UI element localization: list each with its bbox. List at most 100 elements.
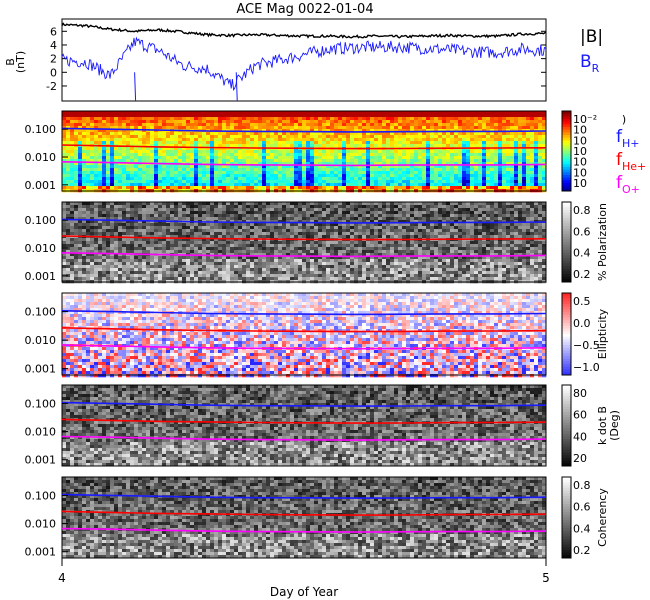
spectrogram-cell [490, 171, 495, 175]
spectrogram-cell [258, 226, 263, 230]
colorbar-step [562, 135, 571, 139]
spectrogram-cell [326, 171, 331, 175]
spectrogram-cell [302, 123, 307, 127]
spectrogram-cell [158, 117, 163, 121]
spectrogram-cell [118, 256, 123, 260]
spectrogram-cell [266, 114, 271, 118]
spectrogram-cell [422, 180, 427, 184]
spectrogram-cell [362, 114, 367, 118]
colorbar-step [562, 167, 571, 171]
spectrogram-cell [82, 156, 87, 160]
spectrogram-cell [306, 165, 311, 169]
spectrogram-cell [274, 159, 279, 163]
spectrogram-cell [62, 214, 67, 218]
spectrogram-cell [534, 183, 539, 187]
spectrogram-cell [114, 171, 119, 175]
spectrogram-cell [338, 150, 343, 154]
spectrogram-cell [302, 156, 307, 160]
spectrogram-cell [518, 126, 523, 130]
spectrogram-cell [242, 208, 247, 212]
spectrogram-cell [102, 117, 107, 121]
spectrogram-cell [142, 265, 147, 269]
spectrogram-cell [386, 126, 391, 130]
spectrogram-cell [66, 256, 71, 260]
spectrogram-cell [210, 180, 215, 184]
spectrogram-cell [238, 250, 243, 254]
spectrogram-cell [506, 144, 511, 148]
spectrogram-cell [538, 111, 543, 115]
spectrogram-cell [130, 205, 135, 209]
spectrogram-cell [286, 183, 291, 187]
spectrogram-cell [194, 132, 199, 136]
spectrogram-cell [302, 211, 307, 215]
spectrogram-cell [498, 177, 503, 181]
spectrogram-cell [202, 177, 207, 181]
spectrogram-cell [278, 232, 283, 236]
spectrogram-cell [470, 135, 475, 139]
spectrogram-cell [506, 177, 511, 181]
spectrogram-cell [106, 132, 111, 136]
spectrogram-cell [450, 123, 455, 127]
spectrogram-cell [282, 259, 287, 263]
spectrogram-cell [446, 165, 451, 169]
spectrogram-cell [366, 153, 371, 157]
spectrogram-cell [274, 205, 279, 209]
spectrogram-cell [162, 208, 167, 212]
spectrogram-cell [86, 271, 91, 275]
spectrogram-cell [62, 114, 67, 118]
spectrogram-cell [342, 150, 347, 154]
spectrogram-cell [254, 132, 259, 136]
spectrogram-cell [354, 141, 359, 145]
spectrogram-cell [458, 141, 463, 145]
spectrogram-cell [130, 271, 135, 275]
spectrogram-cell [298, 250, 303, 254]
spectrogram-cell [182, 244, 187, 248]
spectrogram-cell [354, 111, 359, 115]
spectrogram-cell [298, 247, 303, 251]
spectrogram-cell [166, 232, 171, 236]
spectrogram-cell [410, 138, 415, 142]
spectrogram-cell [182, 205, 187, 209]
spectrogram-cell [182, 168, 187, 172]
spectrogram-cell [178, 211, 183, 215]
spectrogram-cell [142, 229, 147, 233]
spectrogram-cell [302, 162, 307, 166]
spectrogram-cell [234, 156, 239, 160]
spectrogram-cell [190, 138, 195, 142]
spectrogram-cell [198, 144, 203, 148]
spectrogram-cell [186, 259, 191, 263]
spectrogram-cell [398, 120, 403, 124]
spectrogram-cell [66, 274, 71, 278]
spectrogram-cell [542, 171, 547, 175]
spectrogram-cell [274, 129, 279, 133]
spectrogram-cell [298, 262, 303, 266]
spectrogram-cell [186, 123, 191, 127]
spectrogram-cell [254, 229, 259, 233]
spectrogram-cell [270, 265, 275, 269]
spectrogram-cell [154, 180, 159, 184]
spectrogram-cell [410, 132, 415, 136]
spectrogram-cell [210, 265, 215, 269]
spectrogram-cell [362, 123, 367, 127]
spectrogram-cell [198, 147, 203, 151]
spectrogram-cell [362, 171, 367, 175]
spectrogram-cell [494, 120, 499, 124]
spectrogram-cell [150, 132, 155, 136]
spectrogram-cell [154, 120, 159, 124]
spectrogram-cell [222, 183, 227, 187]
spectrogram-cell [506, 165, 511, 169]
spectrogram-cell [222, 211, 227, 215]
spectrogram-cell [110, 132, 115, 136]
spectrogram-cell [450, 150, 455, 154]
spectrogram-cell [338, 138, 343, 142]
spectrogram-cell [402, 141, 407, 145]
spectrogram-cell [194, 141, 199, 145]
spectrogram-cell [502, 177, 507, 181]
spectrogram-cell [198, 226, 203, 230]
spectrogram-cell [282, 211, 287, 215]
spectrogram-cell [146, 177, 151, 181]
spectrogram-cell [194, 183, 199, 187]
spectrogram-cell [182, 126, 187, 130]
spectrogram-cell [254, 120, 259, 124]
spectrogram-cell [266, 241, 271, 245]
